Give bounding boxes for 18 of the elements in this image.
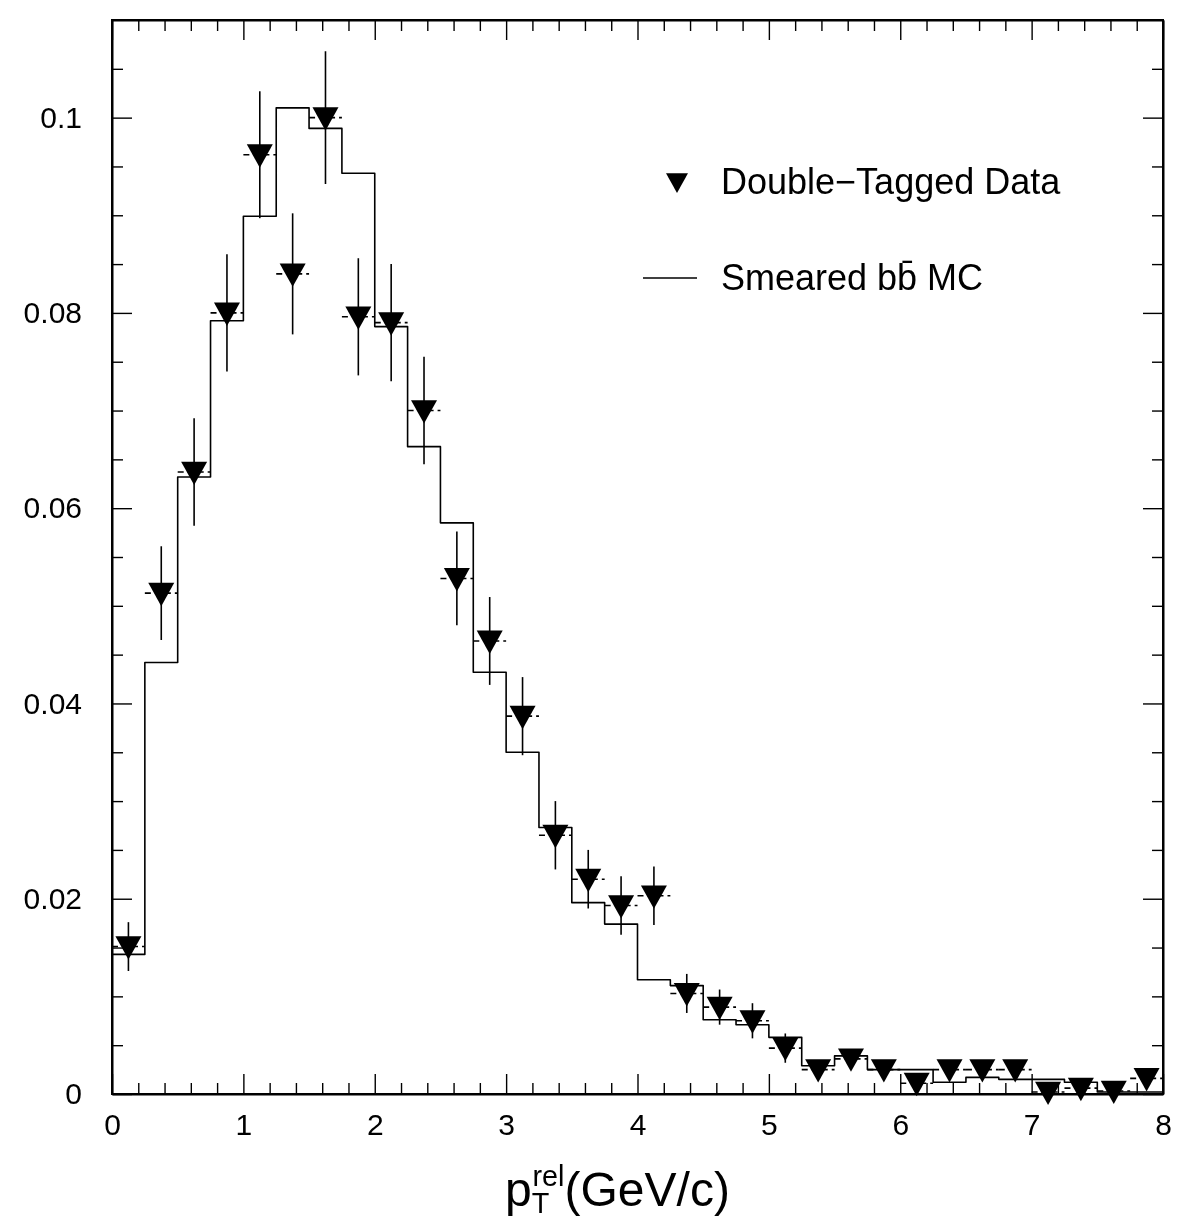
y-tick-label: 0.02 <box>23 881 82 915</box>
x-tick-label: 4 <box>629 1108 647 1142</box>
legend-label: Smeared bb̄ MC <box>721 257 984 298</box>
x-tick-label: 3 <box>498 1108 515 1142</box>
y-tick-label: 0.1 <box>40 100 82 134</box>
x-tick-label: 6 <box>892 1108 910 1142</box>
x-tick-label: 7 <box>1023 1108 1041 1142</box>
x-tick-label: 8 <box>1155 1108 1172 1142</box>
y-tick-label: 0.08 <box>23 296 82 330</box>
x-axis-title: p$_{T}$$^{rel}$(GeV/c) <box>505 1159 730 1220</box>
y-tick-label: 0 <box>65 1077 82 1111</box>
x-tick-label: 1 <box>235 1108 253 1142</box>
legend-label: Double−Tagged Data <box>721 161 1062 202</box>
y-tick-label: 0.06 <box>23 491 82 525</box>
y-tick-label: 0.04 <box>23 686 82 720</box>
x-tick-label: 2 <box>366 1108 384 1142</box>
x-tick-label: 5 <box>761 1108 778 1142</box>
x-tick-label: 0 <box>104 1108 121 1142</box>
